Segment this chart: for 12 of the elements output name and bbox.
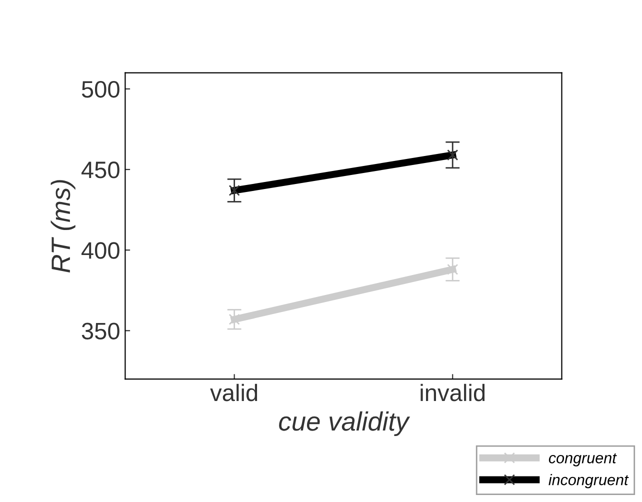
point xyxy=(447,264,458,275)
x-axis-title: cue validity xyxy=(279,411,410,436)
point xyxy=(228,314,240,325)
y-axis-title: RT (ms) xyxy=(50,180,76,272)
x-tick-label: valid xyxy=(210,384,258,402)
legend-label: incongruent xyxy=(548,474,629,488)
x-tick-label: invalid xyxy=(420,384,485,402)
y-tick-label: 500 xyxy=(82,80,120,98)
y-tick-label: 350 xyxy=(82,322,120,340)
y-tick-label: 450 xyxy=(81,162,120,178)
legend-label: congruent xyxy=(548,453,617,466)
y-tick-label: 400 xyxy=(81,242,120,259)
